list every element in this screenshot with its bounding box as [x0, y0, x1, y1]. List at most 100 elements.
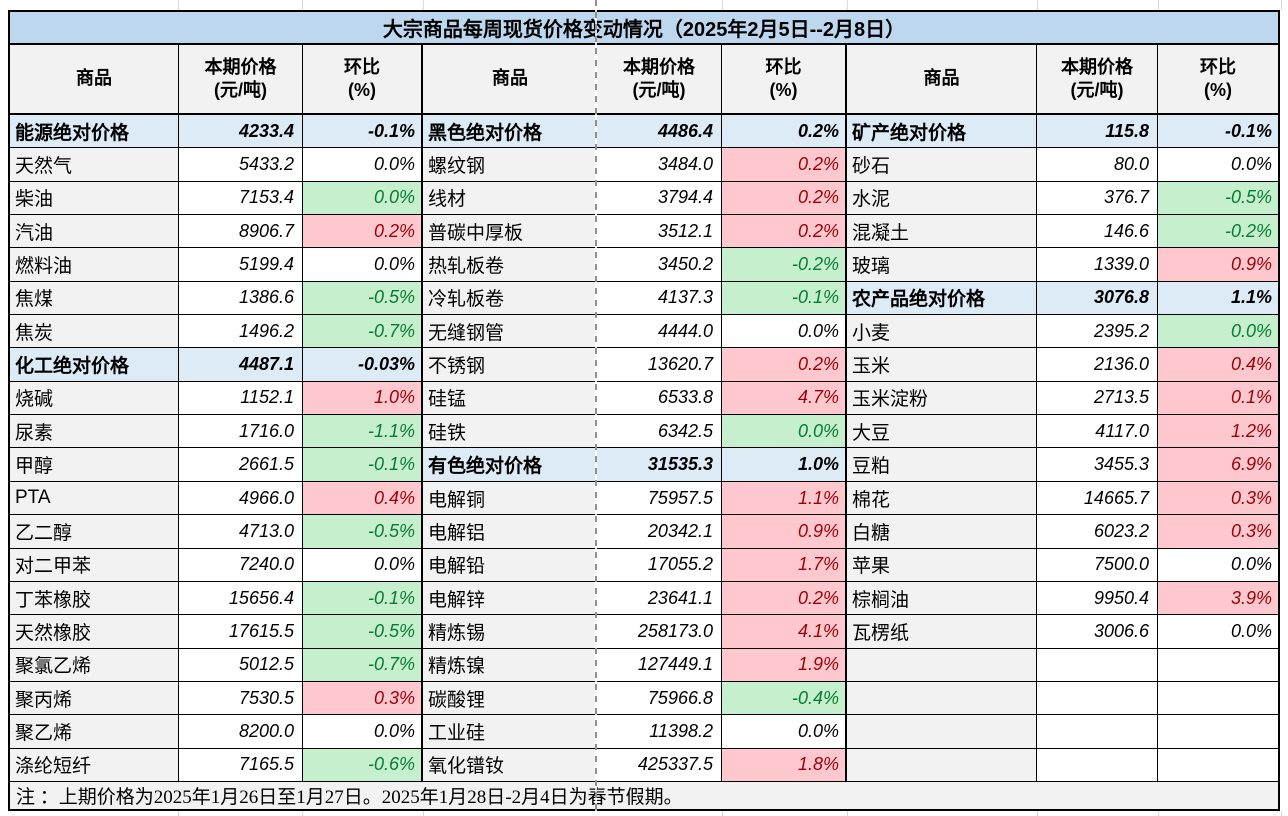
price-cell[interactable]: 4137.3	[597, 281, 722, 316]
price-cell[interactable]: 6023.2	[1037, 515, 1158, 549]
change-cell[interactable]: 0.2%	[722, 148, 847, 182]
section-name-cell[interactable]: 矿产绝对价格	[847, 115, 1037, 149]
commodity-cell[interactable]: 精炼镍	[423, 648, 597, 682]
commodity-cell[interactable]	[847, 648, 1037, 682]
change-cell[interactable]: 0.2%	[722, 348, 847, 382]
commodity-cell[interactable]: 精炼锡	[423, 615, 597, 649]
col-header-change[interactable]: 环比 (%)	[722, 45, 847, 115]
commodity-cell[interactable]: 线材	[423, 181, 597, 216]
change-cell[interactable]: 0.4%	[303, 481, 423, 516]
price-cell[interactable]: 4486.4	[597, 115, 722, 149]
commodity-cell[interactable]: 甲醇	[10, 448, 179, 482]
table-title[interactable]: 大宗商品每周现货价格变动情况（2025年2月5日--2月8日）	[10, 12, 1278, 45]
price-cell[interactable]: 4233.4	[179, 115, 303, 149]
change-cell[interactable]: -0.6%	[303, 748, 423, 782]
change-cell[interactable]: 6.9%	[1158, 448, 1278, 482]
section-name-cell[interactable]: 农产品绝对价格	[847, 281, 1037, 316]
commodity-cell[interactable]: 硅铁	[423, 415, 597, 449]
price-cell[interactable]: 7500.0	[1037, 548, 1158, 582]
price-cell[interactable]: 1496.2	[179, 315, 303, 349]
price-cell[interactable]: 75957.5	[597, 481, 722, 516]
change-cell[interactable]: -0.4%	[722, 681, 847, 716]
change-cell[interactable]: 1.0%	[722, 448, 847, 482]
commodity-cell[interactable]: 水泥	[847, 181, 1037, 216]
price-cell[interactable]: 15656.4	[179, 581, 303, 616]
commodity-cell[interactable]: 涤纶短纤	[10, 748, 179, 782]
change-cell[interactable]: 0.3%	[1158, 515, 1278, 549]
commodity-cell[interactable]: 玻璃	[847, 248, 1037, 282]
price-cell[interactable]	[1037, 715, 1158, 749]
price-cell[interactable]: 11398.2	[597, 715, 722, 749]
price-cell[interactable]: 7530.5	[179, 681, 303, 716]
price-cell[interactable]: 17055.2	[597, 548, 722, 582]
price-cell[interactable]: 7165.5	[179, 748, 303, 782]
price-cell[interactable]: 3455.3	[1037, 448, 1158, 482]
change-cell[interactable]: -0.03%	[303, 348, 423, 382]
commodity-cell[interactable]: 碳酸锂	[423, 681, 597, 716]
price-cell[interactable]: 146.6	[1037, 215, 1158, 249]
price-cell[interactable]: 31535.3	[597, 448, 722, 482]
commodity-cell[interactable]: 柴油	[10, 181, 179, 216]
commodity-cell[interactable]: 工业硅	[423, 715, 597, 749]
price-cell[interactable]: 3450.2	[597, 248, 722, 282]
change-cell[interactable]: -1.1%	[303, 415, 423, 449]
change-cell[interactable]: -0.5%	[303, 615, 423, 649]
change-cell[interactable]: 0.4%	[1158, 348, 1278, 382]
commodity-cell[interactable]: 焦炭	[10, 315, 179, 349]
col-header-price[interactable]: 本期价格 (元/吨)	[179, 45, 303, 115]
change-cell[interactable]: 4.7%	[722, 381, 847, 416]
change-cell[interactable]: 0.0%	[722, 315, 847, 349]
col-header-price[interactable]: 本期价格 (元/吨)	[1037, 45, 1158, 115]
change-cell[interactable]: -0.7%	[303, 648, 423, 682]
commodity-cell[interactable]: 玉米	[847, 348, 1037, 382]
change-cell[interactable]: 1.1%	[722, 481, 847, 516]
change-cell[interactable]: -0.1%	[303, 448, 423, 482]
price-cell[interactable]: 115.8	[1037, 115, 1158, 149]
change-cell[interactable]: 0.2%	[722, 215, 847, 249]
col-header-change[interactable]: 环比 (%)	[1158, 45, 1278, 115]
price-cell[interactable]	[1037, 681, 1158, 716]
price-cell[interactable]: 3076.8	[1037, 281, 1158, 316]
change-cell[interactable]: 1.0%	[303, 381, 423, 416]
commodity-cell[interactable]: 大豆	[847, 415, 1037, 449]
price-cell[interactable]: 14665.7	[1037, 481, 1158, 516]
commodity-cell[interactable]: 小麦	[847, 315, 1037, 349]
price-cell[interactable]: 6533.8	[597, 381, 722, 416]
commodity-cell[interactable]: 氧化镨钕	[423, 748, 597, 782]
commodity-cell[interactable]: 热轧板卷	[423, 248, 597, 282]
section-name-cell[interactable]: 有色绝对价格	[423, 448, 597, 482]
change-cell[interactable]	[1158, 681, 1278, 716]
section-name-cell[interactable]: 能源绝对价格	[10, 115, 179, 149]
commodity-cell[interactable]: 混凝土	[847, 215, 1037, 249]
change-cell[interactable]	[1158, 715, 1278, 749]
price-cell[interactable]: 3006.6	[1037, 615, 1158, 649]
commodity-cell[interactable]: 聚氯乙烯	[10, 648, 179, 682]
col-header-commodity[interactable]: 商品	[10, 45, 179, 115]
price-cell[interactable]: 127449.1	[597, 648, 722, 682]
change-cell[interactable]: 1.7%	[722, 548, 847, 582]
change-cell[interactable]	[1158, 648, 1278, 682]
commodity-cell[interactable]: 白糖	[847, 515, 1037, 549]
change-cell[interactable]: 0.3%	[1158, 481, 1278, 516]
price-cell[interactable]: 3484.0	[597, 148, 722, 182]
commodity-cell[interactable]: 电解铜	[423, 481, 597, 516]
change-cell[interactable]: 1.2%	[1158, 415, 1278, 449]
commodity-cell[interactable]: 焦煤	[10, 281, 179, 316]
price-cell[interactable]: 5433.2	[179, 148, 303, 182]
price-cell[interactable]: 4713.0	[179, 515, 303, 549]
price-cell[interactable]: 2395.2	[1037, 315, 1158, 349]
price-cell[interactable]: 7240.0	[179, 548, 303, 582]
price-cell[interactable]: 6342.5	[597, 415, 722, 449]
price-cell[interactable]: 9950.4	[1037, 581, 1158, 616]
change-cell[interactable]: 0.2%	[722, 581, 847, 616]
change-cell[interactable]: 0.0%	[303, 148, 423, 182]
section-name-cell[interactable]: 黑色绝对价格	[423, 115, 597, 149]
change-cell[interactable]: -0.1%	[303, 581, 423, 616]
price-cell[interactable]: 7153.4	[179, 181, 303, 216]
commodity-cell[interactable]: 聚乙烯	[10, 715, 179, 749]
price-cell[interactable]: 1152.1	[179, 381, 303, 416]
commodity-cell[interactable]: 天然气	[10, 148, 179, 182]
change-cell[interactable]: -0.1%	[303, 115, 423, 149]
commodity-cell[interactable]: 砂石	[847, 148, 1037, 182]
change-cell[interactable]: 0.9%	[722, 515, 847, 549]
